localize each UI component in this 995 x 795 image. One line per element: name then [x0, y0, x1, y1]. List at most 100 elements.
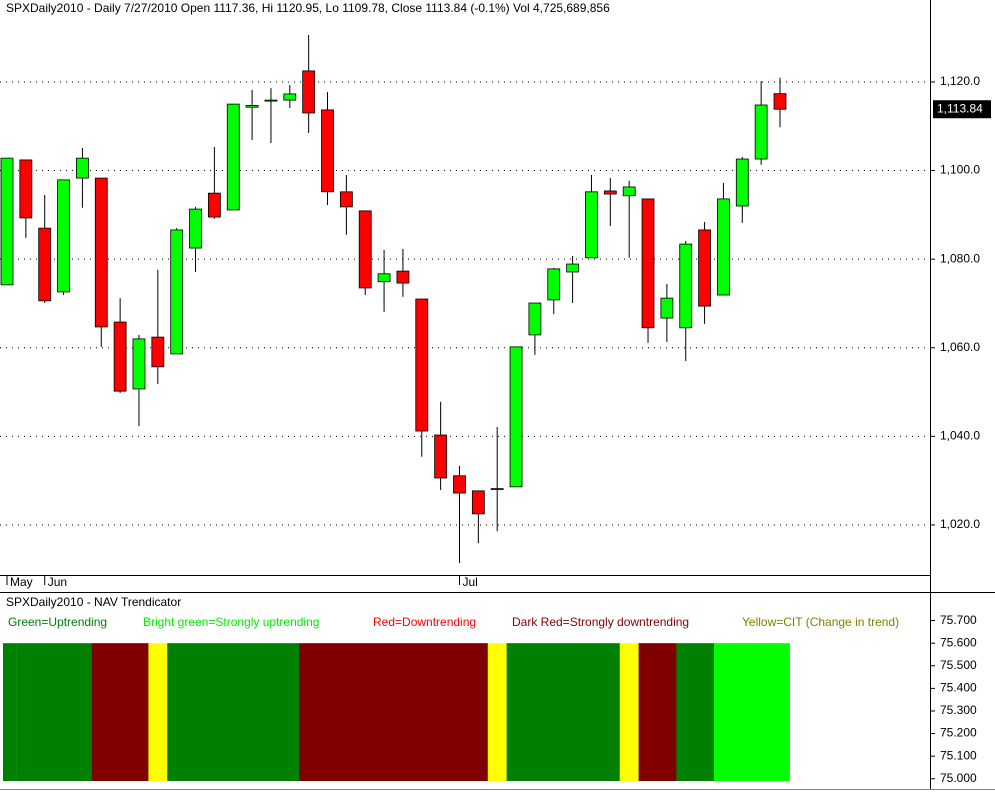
y-tick-label: 75.400 — [940, 681, 977, 695]
y-tick-label: 75.300 — [940, 703, 977, 717]
candle-body — [641, 198, 655, 329]
bar — [676, 643, 696, 781]
candle-body — [717, 198, 730, 296]
candle-body — [245, 105, 259, 108]
bar — [186, 643, 206, 781]
y-tick-label: 1,120.0 — [940, 74, 980, 88]
candle-body — [773, 93, 787, 110]
bar — [148, 643, 168, 781]
bar — [16, 643, 36, 781]
chart-title: SPXDaily2010 - Daily 7/27/2010 Open 1117… — [6, 1, 610, 15]
bar — [412, 643, 432, 781]
candle-body — [660, 297, 674, 319]
candle-body — [264, 99, 278, 102]
legend-entry: Dark Red=Strongly downtrending — [512, 615, 689, 629]
bar — [714, 643, 734, 781]
y-tick-label: 1,020.0 — [940, 517, 980, 531]
bar — [468, 643, 489, 781]
bar — [54, 643, 74, 781]
candle-body — [189, 208, 202, 249]
candle-body — [19, 159, 33, 219]
bar — [563, 643, 583, 781]
bar — [242, 643, 263, 781]
bar — [223, 643, 244, 781]
bar — [35, 643, 55, 781]
candle-body — [528, 302, 542, 336]
bar — [657, 643, 677, 781]
bar — [450, 643, 470, 781]
bar — [355, 643, 376, 781]
candle-body — [471, 490, 485, 515]
y-tick-label: 1,040.0 — [940, 429, 980, 443]
y-tick-label: 75.100 — [940, 748, 977, 762]
candle-body — [585, 191, 598, 259]
legend-entry: Yellow=CIT (Change in trend) — [742, 615, 899, 629]
candle-body — [377, 273, 391, 283]
y-tick-label: 75.500 — [940, 658, 977, 672]
candle-body — [622, 186, 636, 197]
bar — [600, 643, 621, 781]
bar — [619, 643, 640, 781]
bar — [525, 643, 545, 781]
x-tick-label: Jun — [48, 575, 67, 589]
bar — [129, 643, 149, 781]
candle-body — [170, 229, 184, 355]
candle-body — [226, 103, 240, 211]
candle-body — [603, 190, 617, 195]
y-tick-label: 1,060.0 — [940, 340, 980, 354]
legend-entry: Green=Uptrending — [8, 615, 107, 629]
candle-body — [453, 475, 466, 494]
bar — [110, 643, 131, 781]
price-label-box — [933, 100, 991, 119]
candle-body — [735, 158, 749, 207]
bar — [91, 643, 112, 781]
bar — [261, 643, 281, 781]
y-tick-label: 75.200 — [940, 726, 977, 740]
candle-body — [113, 321, 127, 392]
bar — [204, 643, 225, 781]
bar — [695, 643, 715, 781]
candle-body — [302, 70, 316, 114]
candle-body — [547, 268, 561, 301]
panel-title: SPXDaily2010 - NAV Trendicator — [6, 595, 181, 609]
bar — [751, 643, 772, 781]
x-tick-label: May — [10, 575, 33, 589]
y-tick-label: 75.600 — [940, 635, 977, 649]
y-tick-label: 75.700 — [940, 613, 977, 627]
bar — [167, 643, 187, 781]
candle-body — [151, 336, 165, 368]
candle-body — [490, 488, 504, 491]
legend-entry: Bright green=Strongly uptrending — [143, 615, 319, 629]
candle-body — [132, 338, 146, 390]
bar — [431, 643, 451, 781]
x-tick-label: Jul — [462, 575, 477, 589]
candle-body — [57, 179, 70, 293]
candle-body — [339, 191, 353, 208]
candle-body — [679, 243, 693, 329]
bar — [487, 643, 508, 781]
candle-body — [94, 177, 108, 328]
candle-body — [396, 270, 410, 284]
bar — [732, 643, 753, 781]
candle-body — [566, 263, 580, 273]
bar — [770, 643, 790, 781]
candle-body — [358, 210, 372, 289]
candle-body — [207, 192, 221, 218]
candle-body — [38, 227, 52, 302]
bar — [582, 643, 602, 781]
candle-body — [698, 229, 711, 307]
bar — [393, 643, 413, 781]
bar — [506, 643, 526, 781]
candle-body — [76, 157, 89, 179]
legend-entry: Red=Downtrending — [373, 615, 476, 629]
bar — [318, 643, 338, 781]
bar — [544, 643, 564, 781]
y-tick-label: 1,080.0 — [940, 251, 980, 265]
candle-body — [0, 157, 14, 286]
y-tick-label: 1,100.0 — [940, 163, 980, 177]
candle-body — [283, 93, 297, 101]
bar — [280, 643, 300, 781]
bar — [299, 643, 319, 781]
bar — [336, 643, 357, 781]
